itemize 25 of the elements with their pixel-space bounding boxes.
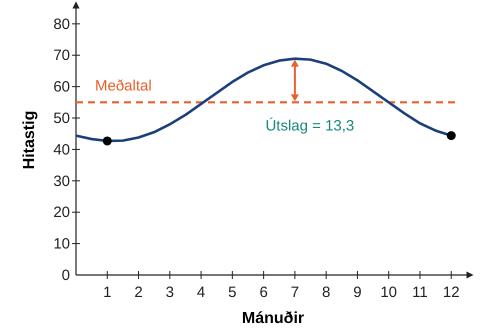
x-tick-label: 9 [353, 284, 362, 301]
x-tick-label: 7 [290, 284, 300, 301]
x-tick-label: 5 [228, 284, 237, 301]
y-tick-label: 0 [62, 267, 70, 284]
y-tick-label: 30 [53, 172, 70, 190]
x-tick-label: 4 [196, 284, 206, 301]
x-tick-label: 6 [259, 284, 268, 301]
x-axis-title: Mánuðir [242, 310, 304, 327]
y-tick-label: 50 [53, 110, 70, 128]
x-tick-label: 2 [134, 284, 143, 301]
x-tick-label: 10 [380, 284, 398, 301]
x-tick-label: 11 [412, 284, 428, 301]
y-tick-label: 10 [53, 236, 70, 253]
x-tick-label: 8 [322, 284, 330, 301]
y-tick-label: 60 [53, 78, 70, 96]
ref-line-label: Meðaltal [95, 77, 152, 94]
y-tick-label: 80 [53, 16, 70, 33]
x-tick-label: 1 [103, 284, 112, 301]
y-tick-label: 40 [53, 141, 70, 158]
y-axis-title: Hitastig [21, 110, 38, 170]
y-tick-label: 70 [53, 47, 70, 64]
x-tick-label: 12 [442, 284, 460, 301]
x-tick-label: 3 [166, 284, 174, 301]
annotation: Útslag = 13,3 [265, 116, 354, 134]
y-tick-label: 20 [53, 204, 70, 222]
